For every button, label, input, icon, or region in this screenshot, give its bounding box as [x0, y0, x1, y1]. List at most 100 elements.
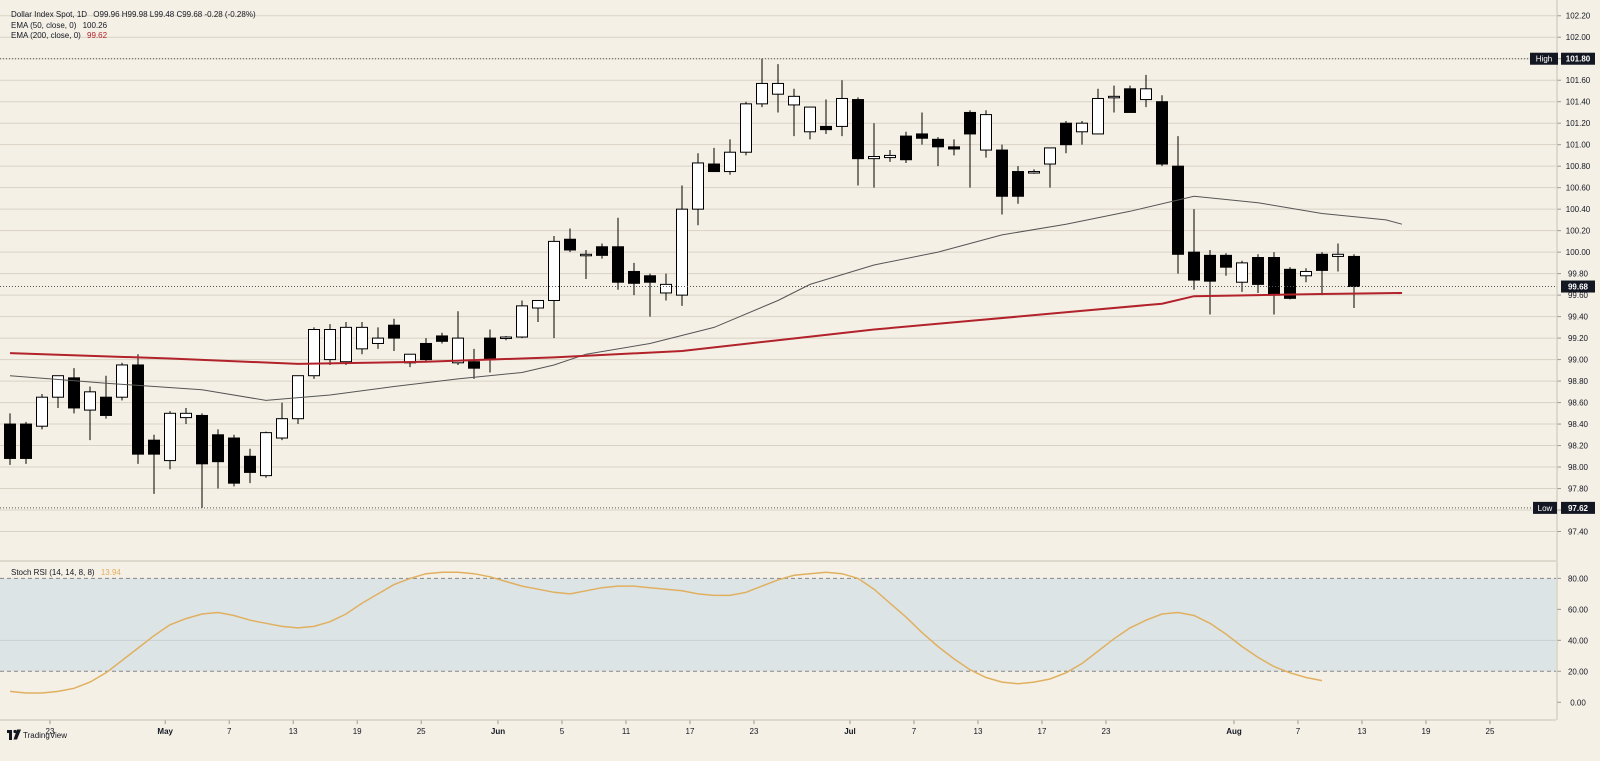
candle-up	[724, 139, 736, 175]
candle-down	[612, 217, 624, 290]
svg-text:High: High	[1536, 55, 1552, 64]
candle-body	[84, 391, 96, 411]
candle-body	[324, 329, 336, 361]
time-tick-label: 13	[974, 727, 983, 736]
candle-body	[740, 103, 752, 153]
candle-body	[260, 432, 272, 477]
candle-body	[308, 329, 320, 377]
candle-down	[996, 144, 1008, 215]
tradingview-brand-text: TradingView	[23, 731, 67, 740]
candle-body	[1044, 147, 1056, 165]
price-tick-label: 100.00	[1566, 248, 1591, 257]
candle-up	[324, 324, 336, 365]
candle-body	[420, 342, 432, 361]
candle-down	[1204, 249, 1216, 315]
tradingview-logo[interactable]: TradingView	[7, 729, 67, 741]
time-tick-label: 13	[1358, 727, 1367, 736]
candle-body	[1268, 257, 1280, 296]
time-tick-label: 7	[227, 727, 232, 736]
candle-body	[180, 412, 192, 419]
time-tick-label: 19	[1422, 727, 1431, 736]
candle-body	[1348, 255, 1360, 288]
candle-down	[420, 338, 432, 362]
candle-down	[596, 243, 608, 259]
candle-body	[100, 396, 112, 416]
candle-down	[900, 131, 912, 163]
candle-body	[1220, 254, 1232, 268]
candle-body	[340, 326, 352, 363]
candle-body	[52, 375, 64, 398]
candle-body	[4, 423, 16, 459]
candle-body	[980, 114, 992, 151]
candle-body	[692, 162, 704, 210]
candle-down	[1252, 254, 1264, 293]
legend-stoch: Stoch RSI (14, 14, 8, 8) 13.94	[11, 568, 121, 577]
price-tick-label: 101.20	[1566, 119, 1591, 128]
candle-up	[36, 393, 48, 430]
price-tick-label: 98.20	[1568, 442, 1589, 451]
time-tick-label: 25	[417, 727, 426, 736]
price-tick-label: 99.80	[1568, 270, 1589, 279]
price-tick-label: 99.60	[1568, 291, 1589, 300]
candles	[4, 58, 1360, 508]
candle-up	[756, 58, 768, 108]
candle-down	[1172, 136, 1184, 274]
candle-body	[596, 246, 608, 256]
candle-body	[836, 97, 848, 127]
legend-ema200: EMA (200, close, 0) 99.62	[11, 31, 108, 40]
candle-down	[4, 413, 16, 465]
candle-down	[1012, 166, 1024, 204]
candle-body	[1284, 268, 1296, 299]
candle-body	[548, 240, 560, 301]
candle-up	[500, 335, 512, 341]
time-tick-label: 23	[750, 727, 759, 736]
price-tick-label: 101.00	[1566, 141, 1591, 150]
candle-up	[980, 110, 992, 158]
candle-down	[468, 348, 480, 379]
candle-down	[436, 332, 448, 344]
candle-up	[452, 311, 464, 365]
price-tick-label: 97.40	[1568, 528, 1589, 537]
candle-body	[388, 324, 400, 339]
candle-down	[948, 139, 960, 156]
stoch-tick-label: 60.00	[1568, 605, 1589, 614]
axes: 102.20 102.00 101.80 101.60 101.40 101.20 101.…	[46, 12, 1591, 736]
candle-down	[564, 228, 576, 253]
candle-body	[1332, 253, 1344, 257]
candle-up	[1108, 85, 1120, 113]
candle-up	[692, 153, 704, 226]
candle-body	[580, 253, 592, 257]
candle-body	[916, 133, 928, 139]
candle-down	[852, 97, 864, 186]
candle-up	[548, 236, 560, 339]
svg-text:97.62: 97.62	[1568, 504, 1589, 513]
candle-down	[484, 329, 496, 373]
candle-down	[644, 273, 656, 317]
price-tick-label: 102.20	[1566, 12, 1591, 21]
stoch-tick-label: 40.00	[1568, 636, 1589, 645]
candle-body	[516, 305, 528, 338]
time-tick-label: 11	[622, 727, 631, 736]
candle-down	[196, 413, 208, 508]
candle-body	[20, 423, 32, 459]
candle-down	[916, 112, 928, 145]
candle-body	[644, 275, 656, 283]
candle-body	[1156, 101, 1168, 165]
candle-body	[820, 125, 832, 131]
candle-body	[1188, 251, 1200, 281]
legend-ema50: EMA (50, close, 0) 100.26	[11, 21, 108, 30]
candle-down	[228, 434, 240, 487]
candle-down	[1124, 85, 1136, 113]
candle-body	[1124, 88, 1136, 113]
candle-body	[36, 396, 48, 427]
price-tick-label: 99.40	[1568, 313, 1589, 322]
svg-text:Low: Low	[1538, 504, 1553, 513]
price-tick-label: 98.40	[1568, 420, 1589, 429]
candle-body	[484, 337, 496, 361]
candle-up	[772, 64, 784, 113]
candle-body	[116, 364, 128, 398]
candle-down	[244, 448, 256, 484]
time-tick-label: 17	[1038, 727, 1047, 736]
candle-body	[356, 326, 368, 350]
